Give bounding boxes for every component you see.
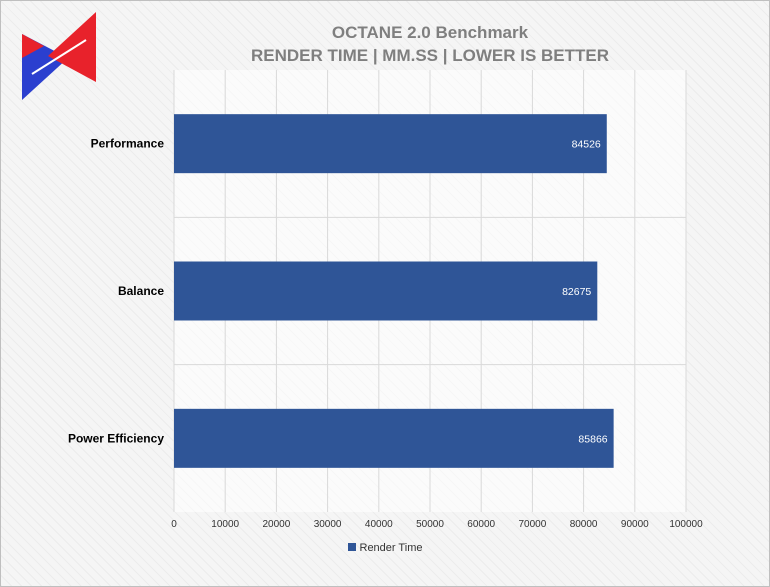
data-label: 82675 xyxy=(562,286,591,298)
bar xyxy=(174,114,607,174)
chart-subtitle: RENDER TIME | MM.SS | LOWER IS BETTER xyxy=(250,46,610,65)
data-label: 85866 xyxy=(578,433,607,445)
brand-logo-icon xyxy=(22,12,96,100)
bar xyxy=(174,408,614,468)
x-tick-label: 40000 xyxy=(365,519,393,530)
x-tick-label: 10000 xyxy=(211,519,239,530)
chart-title: OCTANE 2.0 Benchmark xyxy=(331,23,529,42)
x-tick-label: 60000 xyxy=(467,519,495,530)
bar xyxy=(174,261,598,321)
x-tick-label: 90000 xyxy=(621,519,649,530)
bars: 84526 82675 85866 xyxy=(174,114,614,468)
category-labels: Performance Balance Power Efficiency xyxy=(68,137,164,446)
x-tick-label: 80000 xyxy=(570,519,598,530)
x-tick-label: 70000 xyxy=(518,519,546,530)
x-tick-label: 30000 xyxy=(314,519,342,530)
x-tick-label: 20000 xyxy=(262,519,290,530)
tick-labels: 0 10000 20000 30000 40000 50000 60000 70000 8000… xyxy=(171,519,703,530)
legend: Render Time xyxy=(0,542,770,554)
legend-swatch xyxy=(347,543,356,551)
category-label: Performance xyxy=(91,137,165,151)
x-tick-label: 0 xyxy=(171,519,177,530)
x-tick-label: 50000 xyxy=(416,519,444,530)
data-label: 84526 xyxy=(572,139,601,151)
legend-label: Render Time xyxy=(359,542,423,554)
category-label: Power Efficiency xyxy=(68,431,164,445)
category-label: Balance xyxy=(118,284,164,298)
x-tick-label: 100000 xyxy=(669,519,703,530)
